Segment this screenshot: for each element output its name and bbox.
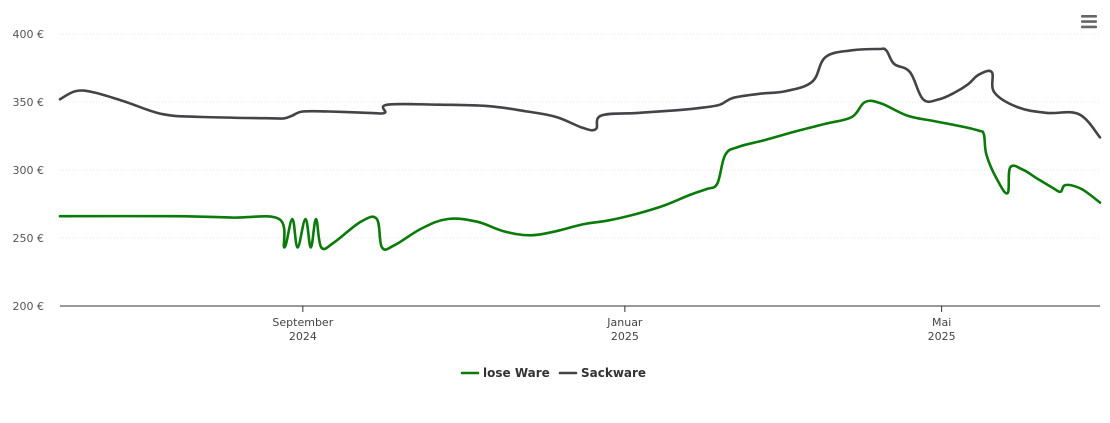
chart-menu-button[interactable]	[1080, 14, 1098, 30]
y-tick-label-350: 350 €	[13, 96, 45, 109]
x-tick-label-year-1: 2025	[611, 330, 639, 343]
series-line-sackware	[58, 47, 1102, 139]
y-tick-label-400: 400 €	[13, 28, 45, 41]
x-tick-label-month-2: Mai	[932, 316, 951, 329]
x-tick-label-year-0: 2024	[289, 330, 317, 343]
y-tick-label-300: 300 €	[13, 164, 45, 177]
x-tick-label-month-1: Januar	[606, 316, 643, 329]
legend-label-lose-ware: lose Ware	[483, 366, 550, 380]
y-tick-label-200: 200 €	[13, 300, 45, 313]
x-tick-label-year-2: 2025	[928, 330, 956, 343]
y-tick-label-250: 250 €	[13, 232, 45, 245]
series-lines	[58, 47, 1102, 251]
x-tick-label-month-0: September	[272, 316, 333, 329]
grid-lines	[60, 33, 1100, 239]
series-line-lose-ware	[58, 99, 1102, 251]
legend: lose Ware Sackware	[460, 366, 646, 380]
y-axis: 200 € 250 € 300 € 350 € 400 €	[13, 28, 45, 313]
legend-label-sackware: Sackware	[581, 366, 646, 380]
legend-item-lose-ware[interactable]: lose Ware	[460, 366, 550, 380]
hamburger-menu-icon	[1081, 15, 1097, 29]
legend-item-sackware[interactable]: Sackware	[558, 366, 646, 380]
